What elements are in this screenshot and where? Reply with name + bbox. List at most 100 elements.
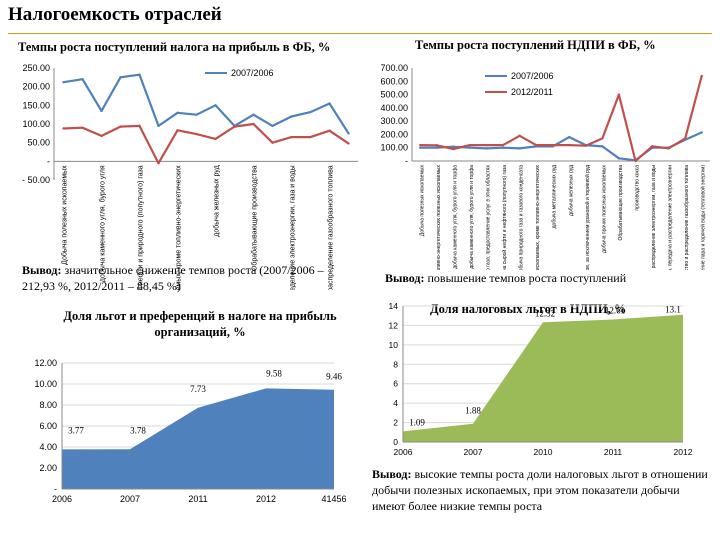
c1-ytick-label: 50.00: [27, 138, 50, 148]
c3-xtick-label: 2012: [256, 494, 276, 504]
c2-category-label: Добыча полезных ископаемых: [419, 165, 425, 237]
c2-series-2-point: [634, 159, 637, 163]
c2-series-2-point: [485, 143, 488, 147]
c2-category-label: добыча каменного угля, бурого угля и тор…: [469, 165, 475, 269]
c1-series-2-point: [195, 132, 198, 136]
c4-xtick-label: 2010: [534, 447, 553, 457]
c1-series-1-point: [252, 113, 255, 116]
c2-series-2-point: [601, 137, 604, 140]
c1-series-2-point: [328, 129, 331, 132]
c1-series-1-point: [328, 102, 331, 105]
c1-series-2-point: [271, 141, 274, 144]
c2-category-label: добыча сырой нефти и нефтяного (попутног…: [501, 165, 508, 270]
c1-category-label: Добыча полезных ископаемых: [61, 165, 69, 265]
c2-category-label: добыча сырой нефти и природного газа; пр…: [485, 165, 492, 270]
c1-series-2-point: [81, 126, 84, 129]
c2-category-label: Обрабатывающие производства: [618, 165, 624, 241]
c1-series-2-point: [176, 129, 179, 132]
c4-xtick-label: 2007: [464, 447, 483, 457]
c1-series-2-point: [347, 142, 350, 145]
c1-series-2-line: [63, 122, 350, 165]
c1-series-1-point: [81, 78, 84, 81]
c4-ytick-label: 10: [389, 340, 399, 350]
c2-series-1-point: [700, 131, 703, 134]
c1-category-label: производство и распределение газообразно…: [327, 165, 335, 290]
c1-ytick-label: 200.00: [22, 82, 50, 92]
c4-xtick-label: 2011: [604, 447, 623, 457]
page-title: Налогоемкость отраслей: [8, 4, 222, 25]
c4-area: [403, 314, 683, 442]
c1-category-label: добыча каменного угля, бурого угля: [99, 165, 107, 282]
c2-category-label: производство, передача и распределение э…: [668, 165, 674, 270]
c4-data-label: 12.61: [605, 306, 625, 316]
c2-series-1-point: [518, 147, 521, 150]
c4-xtick-label: 2012: [674, 447, 693, 457]
c2-category-label: добыча прочих полезных ископаемых: [601, 165, 607, 253]
c1-legend-label: 2007/2006: [231, 68, 274, 78]
c1-category-label: добыча полезных ископаемых, кроме топлив…: [175, 165, 183, 290]
c1-ytick-label: 150.00: [22, 100, 50, 110]
c4-ytick-label: 4: [393, 398, 398, 408]
chart2-title: Темпы роста поступлений НДПИ в ФБ, %: [415, 38, 656, 52]
c1-series-2-point: [214, 137, 217, 141]
c2-series-2-point: [568, 143, 571, 147]
conclusion-2-text: повышение темпов роста поступлений: [427, 271, 627, 285]
c3-xtick-label: 41456: [321, 494, 346, 504]
conclusion-3-text: высокие темпы роста доли налоговых льгот…: [372, 467, 708, 513]
c1-series-1-point: [195, 113, 198, 116]
c2-series-1-point: [435, 146, 439, 149]
c1-series-1-point: [100, 109, 103, 113]
c2-category-label: добыча топливно-энергетических полезных …: [436, 165, 442, 270]
c3-data-label: 7.73: [190, 384, 206, 394]
c1-series-2-point: [290, 135, 293, 139]
c2-series-1-point: [617, 157, 621, 160]
c4-xtick-label: 2006: [394, 447, 413, 457]
c1-ytick-label: -: [47, 156, 50, 166]
c2-legend-label: 2012/2011: [511, 87, 553, 97]
chart1-title: Темпы роста поступлений налога на прибыл…: [18, 40, 331, 54]
c1-series-2-point: [119, 125, 122, 128]
conclusion-3: Вывод: высокие темпы роста доли налоговы…: [372, 466, 712, 514]
c1-series-1-point: [290, 115, 293, 118]
c1-series-1-point: [347, 132, 350, 135]
c2-series-1-point: [601, 145, 604, 148]
c1-series-2-point: [62, 127, 65, 130]
c2-ytick-label: -: [405, 156, 408, 166]
c1-series-2-point: [252, 122, 255, 126]
c2-series-2-point: [419, 143, 422, 147]
c2-series-1-point: [485, 147, 488, 150]
title-divider: [8, 33, 712, 34]
c2-legend-label: 2007/2006: [511, 71, 554, 81]
conclusion-2-label: Вывод:: [385, 271, 425, 285]
conclusion-1-text: значительное снижение темпов роста (2007…: [22, 263, 324, 293]
c4-ytick-label: 2: [393, 418, 398, 428]
c4-ytick-label: 14: [389, 301, 399, 311]
c4-data-label: 13.1: [665, 305, 681, 315]
c2-ytick-label: 300.00: [380, 116, 408, 126]
c2-series-2-point: [534, 143, 538, 147]
c1-series-2-point: [233, 125, 236, 128]
c3-data-label: 9.46: [326, 372, 342, 382]
c2-category-label: производство кокса: [635, 165, 641, 211]
c1-series-1-point: [138, 73, 141, 76]
c3-ytick-label: 2.00: [39, 463, 57, 473]
conclusion-3-label: Вывод:: [372, 467, 412, 481]
c4-ytick-label: 8: [393, 359, 398, 369]
c2-series-2-point: [667, 147, 670, 150]
c1-series-1-point: [214, 104, 217, 107]
c1-series-2-point: [309, 135, 312, 139]
c3-xtick-label: 2006: [52, 494, 72, 504]
c1-ytick-label: 100.00: [22, 119, 50, 129]
c2-series-2-point: [452, 147, 455, 151]
c2-category-label: производство и распределение газообразно…: [684, 165, 690, 270]
profit-tax-benefits-area-chart: 12.00 10.00 8.00 6.00 4.00 2.00 -2006 2007 2011 2…: [34, 358, 346, 504]
c1-series-1-point: [119, 76, 122, 79]
c3-xtick-label: 2011: [188, 494, 207, 504]
c4-ytick-label: 0: [393, 437, 398, 447]
c1-series-2-point: [157, 162, 160, 165]
c2-series-2-point: [650, 145, 654, 148]
c1-series-1-line: [63, 73, 350, 134]
c2-series-1-point: [419, 146, 422, 149]
c4-ytick-label: 12: [389, 320, 399, 330]
